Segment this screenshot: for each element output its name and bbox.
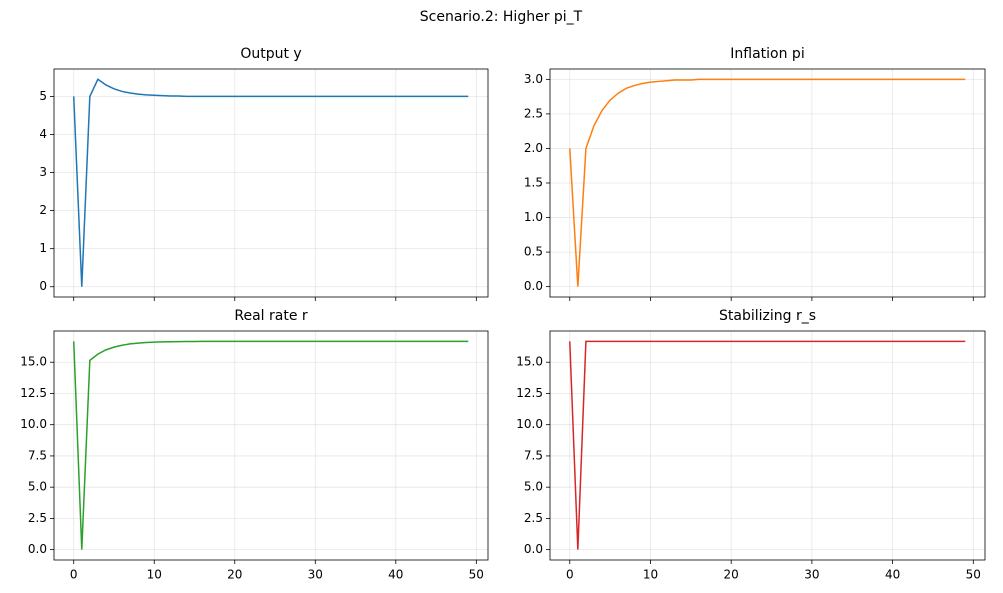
x-tick-label: 10 xyxy=(147,568,162,582)
subplot-title: Real rate r xyxy=(234,308,308,324)
x-tick-label: 10 xyxy=(643,568,658,582)
axes-frame xyxy=(549,68,986,298)
y-tick-label: 0 xyxy=(39,279,47,293)
y-tick-label: 3 xyxy=(39,165,47,179)
x-tick-label: 40 xyxy=(388,568,403,582)
axes-frame xyxy=(53,330,489,561)
y-tick-label: 12.5 xyxy=(20,386,47,400)
y-tick-label: 0.0 xyxy=(524,279,543,293)
line-series xyxy=(569,340,966,550)
y-tick-label: 5 xyxy=(39,89,47,103)
y-tick-label: 2.5 xyxy=(524,106,543,120)
subplot-title: Output y xyxy=(240,46,301,62)
subplot-title: Inflation pi xyxy=(730,46,804,62)
x-tick-label: 50 xyxy=(469,568,484,582)
axes-frame xyxy=(549,330,986,561)
x-tick-label: 0 xyxy=(566,568,574,582)
y-tick-label: 2.0 xyxy=(524,141,543,155)
y-tick-label: 1.5 xyxy=(524,176,543,190)
y-tick-label: 0.0 xyxy=(524,542,543,556)
line-series xyxy=(72,340,469,550)
x-tick-label: 30 xyxy=(308,568,323,582)
y-tick-label: 7.5 xyxy=(524,448,543,462)
figure-title: Scenario.2: Higher pi_T xyxy=(420,9,583,25)
x-tick-label: 20 xyxy=(227,568,242,582)
line-series xyxy=(72,78,469,287)
y-tick-label: 10.0 xyxy=(516,417,543,431)
y-tick-label: 15.0 xyxy=(20,355,47,369)
y-tick-label: 7.5 xyxy=(28,448,47,462)
y-tick-label: 2.5 xyxy=(28,511,47,525)
y-tick-label: 5.0 xyxy=(28,480,47,494)
y-tick-label: 0.0 xyxy=(28,542,47,556)
y-tick-label: 5.0 xyxy=(524,480,543,494)
y-tick-label: 4 xyxy=(39,127,47,141)
y-tick-label: 1 xyxy=(39,241,47,255)
y-tick-label: 0.5 xyxy=(524,245,543,259)
y-tick-label: 3.0 xyxy=(524,72,543,86)
y-tick-label: 10.0 xyxy=(20,417,47,431)
line-series xyxy=(569,78,966,287)
x-tick-label: 50 xyxy=(966,568,981,582)
y-tick-label: 1.0 xyxy=(524,210,543,224)
x-tick-label: 0 xyxy=(70,568,78,582)
x-tick-label: 40 xyxy=(885,568,900,582)
y-tick-label: 2.5 xyxy=(524,511,543,525)
subplot-title: Stabilizing r_s xyxy=(719,308,816,324)
axes-frame xyxy=(53,68,489,298)
x-tick-label: 20 xyxy=(724,568,739,582)
y-tick-label: 2 xyxy=(39,203,47,217)
y-tick-label: 15.0 xyxy=(516,355,543,369)
x-tick-label: 30 xyxy=(804,568,819,582)
y-tick-label: 12.5 xyxy=(516,386,543,400)
